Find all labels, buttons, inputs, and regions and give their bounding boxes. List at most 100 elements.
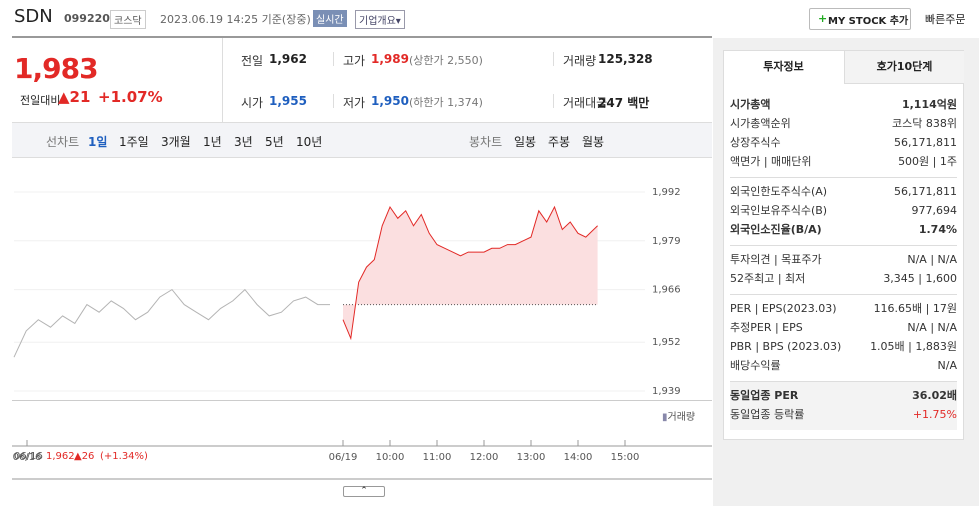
separator xyxy=(553,94,554,108)
period-tab[interactable]: 10년 xyxy=(296,135,323,149)
candle-tab[interactable]: 주봉 xyxy=(548,135,571,149)
info-value: 코스닥 838위 xyxy=(892,117,957,130)
info-tab[interactable]: 투자정보 xyxy=(763,60,804,73)
summary-value: 247 백만 xyxy=(598,96,650,110)
info-sections: 시가총액 1,114억원 시가총액순위 코스닥 838위 상장주식수 56,171,811… xyxy=(730,91,957,430)
separator xyxy=(553,52,554,66)
prev-day-rate: (+1.34%) xyxy=(100,451,148,462)
info-row: 배당수익률 N/A xyxy=(730,356,957,375)
y-tick-label: 1,939 xyxy=(652,386,681,397)
divider xyxy=(12,36,712,38)
change-label: 전일대비 xyxy=(20,94,61,107)
change-value: ▲21 xyxy=(58,88,91,106)
info-label: 투자의견 | 목표주가 xyxy=(730,253,822,266)
prev-day-date: 06/16 xyxy=(14,451,43,462)
mystock-label: MY STOCK 추가 xyxy=(828,16,909,27)
info-tab[interactable]: 호가10단계 xyxy=(844,51,964,84)
info-section: 투자의견 | 목표주가 N/A | N/A 52주최고 | 최저 3,345 | 1,… xyxy=(730,246,957,295)
price-line xyxy=(342,205,598,341)
info-row: 동일업종 등락률 +1.75% xyxy=(730,405,957,424)
info-label: 시가총액 xyxy=(730,98,771,111)
period-tab[interactable]: 1주일 xyxy=(119,135,149,149)
x-tick-label: 15:00 xyxy=(611,452,640,463)
period-tabs: 선차트 1일 1주일 3개월 1년 3년 5년 10년 봉차트 일봉 주봉 월봉 xyxy=(12,122,712,158)
info-value: 116.65배 | 17원 xyxy=(873,302,957,315)
y-tick-label: 1,966 xyxy=(652,285,681,296)
summary-label: 거래대금 xyxy=(563,96,608,110)
realtime-badge: 실시간 xyxy=(313,10,347,27)
summary-value: 1,962 xyxy=(269,52,307,66)
stock-name: SDN xyxy=(14,6,53,27)
info-label: PBR | BPS (2023.03) xyxy=(730,340,842,353)
info-value: 1.05배 | 1,883원 xyxy=(870,340,957,353)
info-label: 동일업종 등락률 xyxy=(730,408,805,421)
info-label: 외국인보유주식수(B) xyxy=(730,204,828,217)
divider xyxy=(12,478,712,480)
candle-tab[interactable]: 월봉 xyxy=(582,135,605,149)
mystock-button[interactable]: + MY STOCK 추가 xyxy=(809,8,911,30)
summary-note: (상한가 2,550) xyxy=(409,54,483,67)
volume-legend: ▮거래량 xyxy=(662,412,696,423)
info-row: 투자의견 | 목표주가 N/A | N/A xyxy=(730,250,957,269)
info-row: 52주최고 | 최저 3,345 | 1,600 xyxy=(730,269,957,288)
stock-code: 099220 xyxy=(64,12,110,25)
info-label: 외국인소진율(B/A) xyxy=(730,223,822,236)
period-tab[interactable]: 3년 xyxy=(234,135,253,149)
info-row: 외국인소진율(B/A) 1.74% xyxy=(730,220,957,239)
info-value: N/A xyxy=(937,359,957,372)
info-section: 외국인한도주식수(A) 56,171,811 외국인보유주식수(B) 977,694 외… xyxy=(730,178,957,246)
x-tick-label: 10:00 xyxy=(376,452,405,463)
summary-label: 고가 xyxy=(343,54,366,68)
summary-label: 전일 xyxy=(241,54,264,68)
separator xyxy=(333,52,334,66)
y-tick-label: 1,952 xyxy=(652,337,681,348)
info-label: 52주최고 | 최저 xyxy=(730,272,806,285)
info-label: 추정PER | EPS xyxy=(730,321,803,334)
period-tab[interactable]: 1일 xyxy=(88,135,108,149)
info-row: 상장주식수 56,171,811 xyxy=(730,133,957,152)
info-row: 외국인보유주식수(B) 977,694 xyxy=(730,201,957,220)
info-row: 액면가 | 매매단위 500원 | 1주 xyxy=(730,152,957,171)
candle-tab[interactable]: 일봉 xyxy=(514,135,537,149)
info-value: 1.74% xyxy=(918,223,957,236)
y-tick-label: 1,992 xyxy=(652,187,681,198)
timestamp: 2023.06.19 14:25 기준(장중) xyxy=(160,13,311,26)
quick-order[interactable]: 빠른주문 xyxy=(925,13,966,26)
x-tick-label: 11:00 xyxy=(423,452,452,463)
info-label: PER | EPS(2023.03) xyxy=(730,302,837,315)
info-value: 3,345 | 1,600 xyxy=(883,272,957,285)
period-tab[interactable]: 3개월 xyxy=(161,135,191,149)
prev-day-close: 1,962 xyxy=(46,451,75,462)
info-label: 액면가 | 매매단위 xyxy=(730,155,812,168)
chart: 1,939 1,952 1,966 1,979 1,992 06/16 06/19 10:00… xyxy=(12,187,712,463)
info-label: 시가총액순위 xyxy=(730,117,791,130)
info-value: 1,114억원 xyxy=(901,98,957,111)
collapse-button[interactable]: ⌃ xyxy=(343,486,385,497)
y-tick-label: 1,979 xyxy=(652,236,681,247)
info-label: 상장주식수 xyxy=(730,136,781,149)
prev-day-change: ▲26 xyxy=(74,451,95,462)
period-tab[interactable]: 1년 xyxy=(203,135,222,149)
overview-button[interactable]: 기업개요▾ xyxy=(355,10,405,29)
info-value: 36.02배 xyxy=(912,389,957,402)
info-row: 시가총액 1,114억원 xyxy=(730,95,957,114)
x-tick-label: 06/19 xyxy=(329,452,358,463)
info-row: 동일업종 PER 36.02배 xyxy=(730,386,957,405)
summary-label: 거래량 xyxy=(563,54,597,68)
current-price: 1,983 xyxy=(14,52,99,85)
summary-value: 1,950 xyxy=(371,94,409,108)
info-value: N/A | N/A xyxy=(907,253,957,266)
info-label: 배당수익률 xyxy=(730,359,781,372)
volume-legend-label: 거래량 xyxy=(667,412,696,423)
period-tab[interactable]: 5년 xyxy=(265,135,284,149)
info-value: N/A | N/A xyxy=(907,321,957,334)
summary-value: 1,955 xyxy=(269,94,307,108)
info-label: 동일업종 PER xyxy=(730,389,799,402)
divider xyxy=(12,400,712,401)
info-value: +1.75% xyxy=(912,408,957,421)
info-value: 56,171,811 xyxy=(894,185,957,198)
